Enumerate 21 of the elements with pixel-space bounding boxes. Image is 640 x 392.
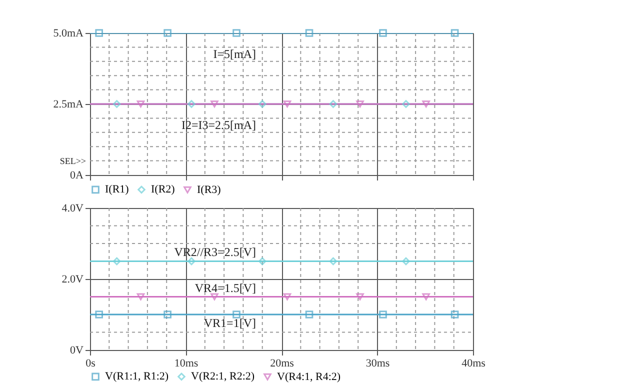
legend-label: V(R4:1, R4:2) — [277, 370, 341, 383]
legend-label: V(R1:1, R1:2) — [105, 370, 169, 383]
legend-label: I(R2) — [151, 184, 176, 196]
legend-label: I(R1) — [105, 184, 130, 196]
legend-label: V(R2:1, R2:2) — [191, 370, 255, 383]
y-tick-label: 2.5mA — [53, 98, 84, 110]
y-tick-label: 0V — [70, 344, 84, 356]
y-tick-label: 0A — [70, 170, 84, 182]
legend-label: I(R3) — [197, 184, 222, 196]
x-tick-label: 40ms — [462, 358, 486, 370]
annotation: VR4=1.5[V] — [194, 281, 256, 295]
annotation: VR1=1[V] — [204, 316, 256, 330]
x-tick-label: 10ms — [174, 358, 198, 370]
y-tick-label: 4.0V — [62, 202, 84, 214]
y-tick-label: 2.0V — [62, 274, 84, 286]
text: SEL>> — [60, 156, 86, 166]
x-tick-label: 30ms — [366, 358, 390, 370]
y-tick-label: 5.0mA — [53, 28, 84, 40]
x-tick-label: 0s — [86, 358, 96, 370]
annotation: I=5[mA] — [213, 47, 256, 61]
x-tick-label: 20ms — [270, 358, 294, 370]
